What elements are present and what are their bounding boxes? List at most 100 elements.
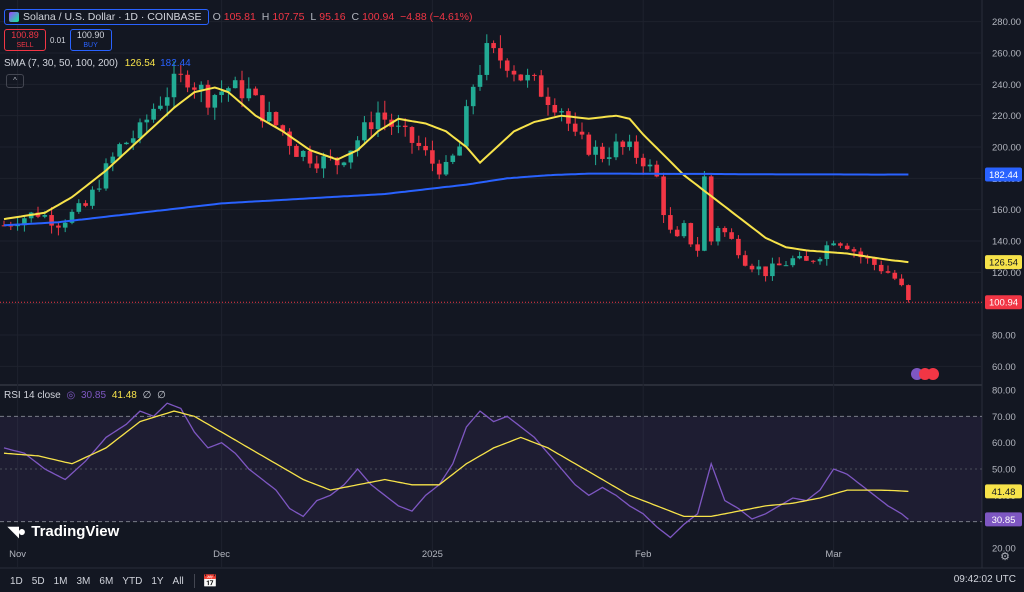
time-tick-label: Dec: [213, 549, 230, 560]
candle-body: [600, 146, 605, 159]
candle-body: [443, 161, 449, 175]
candle-body: [586, 134, 592, 155]
ohlc-values: O 105.81 H 107.75 L 95.16 C 100.94 −4.88 (−4…: [213, 11, 476, 23]
candle-body: [674, 229, 680, 237]
candle-body: [627, 141, 632, 147]
time-tick-label: Mar: [825, 549, 841, 560]
calendar-icon[interactable]: 📅: [202, 574, 218, 588]
candle-body: [742, 255, 748, 266]
candle-body: [668, 215, 673, 230]
rsi-tick-label: 70.00: [992, 412, 1016, 423]
trade-buttons: 100.89 SELL 0.01 100.90 BUY: [4, 29, 112, 51]
candle-body: [695, 244, 700, 251]
candle-body: [504, 60, 510, 71]
timeframe-1d[interactable]: 1D: [10, 575, 23, 587]
rsi-axis-label: 30.85: [992, 515, 1016, 526]
candle-body: [185, 74, 190, 88]
candle-body: [538, 75, 544, 97]
candle-body: [518, 74, 524, 81]
solana-logo-icon: [9, 12, 19, 22]
candle-body: [661, 176, 666, 216]
candle-body: [865, 257, 870, 259]
sma-long-line: [3, 172, 909, 227]
sma-label: SMA (7, 30, 50, 100, 200): [4, 58, 118, 69]
sell-button[interactable]: 100.89 SELL: [4, 29, 46, 51]
open-label: O: [212, 11, 221, 23]
timeframe-1m[interactable]: 1M: [53, 575, 68, 587]
candle-body: [613, 141, 619, 158]
candle-body: [307, 150, 313, 164]
candle-body: [212, 95, 218, 108]
candle-body: [396, 125, 401, 127]
tradingview-logo[interactable]: ◥● TradingView: [8, 523, 119, 540]
candle-body: [409, 127, 415, 143]
timeframe-3m[interactable]: 3M: [76, 575, 91, 587]
candle-body: [722, 228, 728, 233]
timeframe-5d[interactable]: 5D: [31, 575, 45, 587]
buy-label: BUY: [83, 41, 98, 49]
timeframe-6m[interactable]: 6M: [99, 575, 114, 587]
axis-settings-icon: ⚙: [1000, 551, 1010, 563]
sma-short-axis-label-bg: [985, 255, 1022, 270]
symbol-box[interactable]: Solana / U.S. Dollar · 1D · COINBASE: [4, 9, 209, 25]
sell-label: SELL: [16, 41, 34, 49]
event-icon-flag-2: [927, 368, 939, 380]
rsi-tick-label: 80.00: [992, 386, 1016, 397]
sma-value-long: 182.44: [160, 58, 191, 69]
candle-body: [110, 156, 116, 164]
buy-button[interactable]: 100.90 BUY: [69, 29, 112, 51]
eye-icon[interactable]: ◎: [66, 390, 76, 401]
sma-legend[interactable]: SMA (7, 30, 50, 100, 200) 126.54 182.44: [4, 58, 191, 69]
candle-body: [892, 272, 898, 279]
candle-body: [341, 162, 347, 166]
candle-body: [144, 119, 150, 123]
rsi-legend[interactable]: RSI 14 close ◎ 30.85 41.48 ∅ ∅: [4, 390, 166, 401]
price-tick-label: 220.00: [992, 111, 1021, 122]
close-value: 100.94: [362, 11, 395, 23]
candle-body: [498, 48, 503, 61]
candle-body: [491, 43, 496, 49]
chart-legend: Solana / U.S. Dollar · 1D · COINBASE O 10…: [4, 8, 476, 26]
high-label: H: [261, 11, 270, 23]
change-value: −4.88 (−4.61%): [400, 11, 473, 23]
candle-body: [382, 112, 388, 120]
candle-body: [239, 80, 245, 99]
candle-body: [729, 232, 734, 239]
candle-body: [647, 164, 653, 167]
symbol-title[interactable]: Solana / U.S. Dollar · 1D · COINBASE: [23, 11, 202, 23]
candle-body: [314, 163, 320, 169]
price-tick-label: 60.00: [992, 362, 1016, 373]
sma-value-short: 126.54: [124, 58, 156, 69]
timeframe-1y[interactable]: 1Y: [151, 575, 164, 587]
price-tick-label: 200.00: [992, 143, 1021, 154]
candle-body: [457, 146, 462, 156]
candle-body: [294, 145, 299, 157]
candle-body: [606, 157, 612, 159]
rsi-line: [3, 402, 909, 539]
candle-body: [158, 105, 163, 109]
clock[interactable]: 09:42:02 UTC: [953, 574, 1016, 585]
tradingview-mark-icon: ◥●: [8, 523, 26, 539]
timeframe-ytd[interactable]: YTD: [122, 575, 143, 587]
candle-body: [640, 157, 646, 167]
candle-body: [831, 243, 836, 246]
candle-body: [579, 131, 585, 135]
candle-body: [681, 223, 687, 237]
current-price-axis-label-bg: [985, 295, 1022, 310]
timeframe-all[interactable]: All: [172, 575, 184, 587]
rsi-tick-label: 60.00: [992, 438, 1016, 449]
candle-body: [300, 150, 306, 157]
candle-body: [226, 88, 231, 92]
candle-body: [736, 238, 741, 256]
high-value: 107.75: [272, 11, 305, 23]
candle-body: [219, 91, 224, 96]
candle-body: [838, 243, 843, 246]
candle-body: [178, 73, 184, 75]
bottom-toolbar: 1D 5D 1M 3M 6M YTD 1Y All 📅 09:42:02 UTC: [0, 570, 1024, 592]
candle-body: [511, 70, 517, 75]
candle-body: [858, 251, 864, 258]
candle-body: [776, 263, 782, 266]
collapse-legend-button[interactable]: ^: [6, 74, 24, 88]
candle-body: [15, 225, 20, 227]
